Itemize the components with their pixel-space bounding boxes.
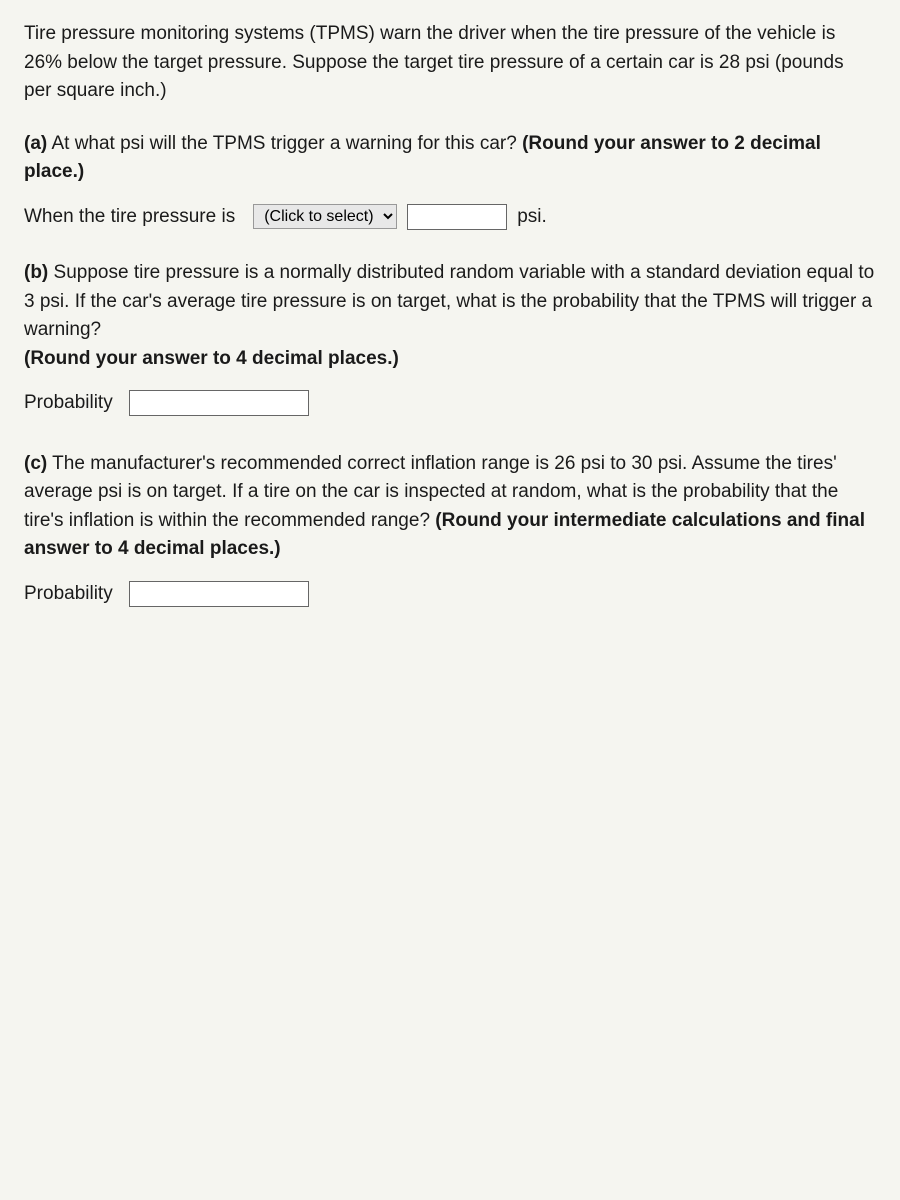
part-a-text: At what psi will the TPMS trigger a warn… (51, 133, 516, 154)
intro-text: Tire pressure monitoring systems (TPMS) … (24, 20, 876, 106)
probability-b-input[interactable] (129, 390, 309, 416)
part-a-label: (a) (24, 133, 47, 154)
part-b-round: (Round your answer to 4 decimal places.) (24, 348, 399, 369)
comparison-select[interactable]: (Click to select) (253, 204, 397, 229)
part-b: (b) Suppose tire pressure is a normally … (24, 259, 876, 373)
probability-b-label: Probability (24, 389, 113, 418)
probability-c-label: Probability (24, 580, 113, 609)
part-c: (c) The manufacturer's recommended corre… (24, 450, 876, 564)
answer-a-prefix: When the tire pressure is (24, 203, 235, 232)
answer-b-row: Probability (24, 389, 876, 418)
psi-value-input[interactable] (407, 204, 507, 230)
probability-c-input[interactable] (129, 581, 309, 607)
answer-a-row: When the tire pressure is (Click to sele… (24, 203, 876, 232)
part-b-text: Suppose tire pressure is a normally dist… (24, 262, 874, 340)
answer-a-unit: psi. (517, 203, 547, 232)
part-c-label: (c) (24, 453, 47, 474)
part-b-label: (b) (24, 262, 48, 283)
part-a: (a) At what psi will the TPMS trigger a … (24, 130, 876, 187)
answer-c-row: Probability (24, 580, 876, 609)
